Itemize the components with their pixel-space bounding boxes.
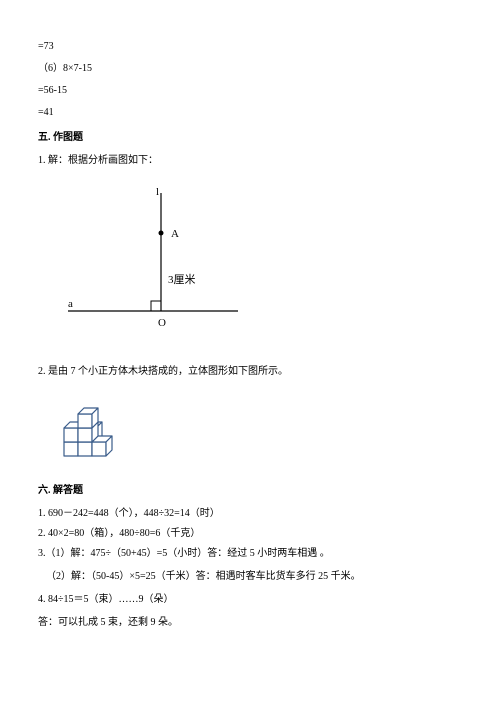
answer-4: 4. 84÷15＝5（束）……9（朵） [38, 591, 462, 608]
section-5-q1: 1. 解：根据分析画图如下： [38, 152, 462, 169]
calc-step-2: =56-15 [38, 82, 462, 99]
calc-result-1: =73 [38, 38, 462, 55]
answer-4-result: 答：可以扎成 5 束，还剩 9 朵。 [38, 614, 462, 631]
label-a-line: a [68, 298, 73, 310]
label-3cm: 3厘米 [168, 273, 196, 286]
section-6-answers: 1. 690－242=448（个），448÷32=14（时） 2. 40×2=8… [38, 505, 462, 631]
section-5-title: 五. 作图题 [38, 129, 462, 146]
answer-2: 2. 40×2=80（箱），480÷80=6（千克） [38, 525, 462, 542]
calc-result-3: =41 [38, 104, 462, 121]
section-6-title: 六. 解答题 [38, 482, 462, 499]
answer-3-1: 3.（1）解：475÷（50+45）=5（小时）答：经过 5 小时两车相遇 。 [38, 545, 462, 562]
cube-figure [54, 392, 462, 468]
label-o: O [158, 317, 166, 329]
label-a-point: A [171, 228, 179, 240]
section-5-q2: 2. 是由 7 个小正方体木块搭成的，立体图形如下图所示。 [38, 363, 462, 380]
answer-3-2: （2）解：（50-45）×5=25（千米）答：相遇时客车比货车多行 25 千米。 [46, 568, 462, 585]
label-l: l [156, 186, 159, 198]
answer-1: 1. 690－242=448（个），448÷32=14（时） [38, 505, 462, 522]
perpendicular-figure: l A 3厘米 a O [58, 183, 462, 349]
calc-item-6: （6）8×7-15 [38, 60, 462, 77]
